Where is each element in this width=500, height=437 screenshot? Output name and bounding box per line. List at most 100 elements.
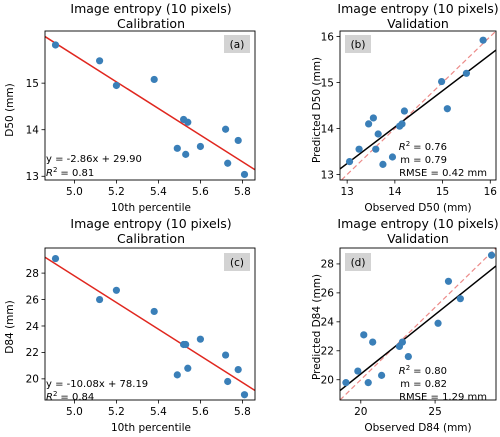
panel-c-point	[173, 371, 181, 379]
panel-d-x-tick-label: 25	[428, 406, 441, 418]
panel-a-title-line2: Calibration	[117, 16, 185, 31]
panel-c-title-line2: Calibration	[117, 231, 185, 246]
panel-c-y-axis-label: D84 (mm)	[4, 300, 16, 353]
panel-d-rmse-annotation: RMSE = 1.29 mm	[399, 392, 487, 403]
panel-d-point	[404, 352, 412, 361]
panel-a-point	[222, 125, 230, 133]
panel-c-point	[182, 340, 190, 349]
panel-d-point	[369, 338, 377, 346]
panel-a-point	[150, 75, 158, 84]
panel-a-tag: (a)	[224, 35, 250, 53]
panel-c-x-tick-label: 5.8	[234, 406, 251, 418]
panel-a-tag-label: (a)	[230, 39, 245, 51]
panel-d-point	[456, 295, 464, 303]
panel-c-x-axis-label: 10th percentile	[111, 422, 191, 434]
panel-b-frame	[339, 30, 497, 181]
panel-d-point	[434, 319, 442, 327]
panel-d-point	[487, 251, 496, 259]
panel-b-identity-line	[341, 31, 496, 180]
panel-a-tag-box	[224, 35, 250, 53]
panel-b-x-tick-label: 15	[436, 186, 449, 198]
panel-b-y-tick-label: 13	[321, 169, 334, 181]
panel-c-point	[184, 364, 192, 372]
panel-a: Image entropy (10 pixels) Calibration 10…	[4, 1, 256, 214]
panel-d-tag: (d)	[345, 253, 371, 271]
panel-d-fit-line	[340, 265, 496, 392]
panel-c-point	[224, 377, 232, 386]
panel-b-tag: (b)	[345, 35, 371, 53]
panel-a-frame	[44, 30, 256, 181]
panel-a-point	[96, 57, 104, 65]
panel-c-fit-line	[45, 256, 255, 392]
panel-b-title-line1: Image entropy (10 pixels)	[337, 1, 498, 16]
panel-b-y-tick-label: 16	[321, 31, 335, 43]
panel-b-r2-symbol: R	[399, 142, 406, 153]
panel-b-point	[369, 114, 377, 122]
panel-c-point	[112, 286, 120, 294]
panel-c-y-tick-label: 28	[26, 268, 39, 280]
panel-d-y-tick-label: 24	[321, 317, 335, 329]
panel-a-y-tick-label: 14	[26, 125, 40, 137]
panel-c-x-tick-label: 5.4	[150, 406, 167, 418]
panel-d-r2-value: = 0.80	[413, 366, 447, 377]
panel-b-point	[372, 145, 380, 153]
panel-d-r2-annotation: R2 = 0.80	[399, 364, 447, 377]
panel-d-tag-label: (d)	[351, 257, 366, 269]
panel-c-y-tick-label: 26	[26, 294, 40, 306]
panel-a-point	[51, 41, 60, 49]
panel-b-point	[400, 107, 409, 115]
panel-d-point	[342, 379, 350, 387]
panel-a-title-line1: Image entropy (10 pixels)	[70, 1, 231, 16]
panel-d-y-tick-label: 26	[321, 288, 335, 300]
panel-a-r2-value: = 0.81	[60, 168, 94, 179]
panel-b-point	[443, 105, 451, 113]
panel-a-point	[184, 118, 192, 126]
panel-c-x-tick-label: 5.2	[108, 406, 125, 418]
panel-b-point	[365, 120, 373, 128]
panel-c-y-tick-label: 24	[26, 321, 40, 333]
panel-a-r2-annotation: R2 = 0.81	[46, 166, 94, 179]
panel-d: Image entropy (10 pixels) Validation Obs…	[311, 216, 499, 434]
panel-d-y-tick-label: 28	[321, 259, 334, 271]
panel-a-x-tick-label: 5.4	[150, 186, 167, 198]
panel-c-y-tick-label: 20	[26, 374, 39, 386]
panel-d-point	[354, 367, 362, 375]
panel-c-point	[240, 391, 249, 399]
panel-c-r2-symbol: R	[46, 392, 53, 403]
panel-c-equation: y = -10.08x + 78.19	[46, 379, 148, 390]
panel-b-rmse-annotation: RMSE = 0.42 mm	[399, 168, 487, 179]
panel-d-point	[444, 277, 453, 285]
panel-d-r2-symbol: R	[399, 366, 406, 377]
panel-b-y-axis-label: Predicted D50 (mm)	[311, 57, 323, 163]
panel-a-x-tick-label: 5.6	[192, 186, 209, 198]
panel-a-y-tick-label: 13	[26, 171, 39, 183]
panel-b-point	[438, 77, 446, 86]
panel-b-x-tick-label: 14	[388, 186, 402, 198]
panel-c-x-tick-label: 5.6	[192, 406, 209, 418]
panel-d-frame	[339, 247, 497, 401]
panel-b-y-tick-label: 14	[321, 123, 335, 135]
panel-a-point	[173, 144, 181, 152]
panel-d-x-axis-label: Observed D84 (mm)	[364, 422, 471, 434]
panel-a-point	[234, 136, 242, 145]
panel-b-slope-annotation: m = 0.79	[400, 155, 447, 166]
panel-c-point	[222, 351, 230, 359]
panel-b-r2-value: = 0.76	[413, 142, 447, 153]
panel-c-point	[150, 307, 158, 316]
panel-b-x-tick-label: 13	[340, 186, 353, 198]
panel-a-point	[240, 170, 249, 179]
panel-d-point	[360, 331, 368, 339]
panel-c-y-tick-label: 22	[26, 347, 39, 359]
panel-b-point	[479, 36, 487, 44]
panel-d-y-tick-label: 22	[321, 346, 334, 358]
panel-d-y-tick-label: 20	[321, 375, 334, 387]
panel-a-fit-line	[45, 35, 255, 171]
panel-b-point	[374, 130, 382, 138]
panel-b-x-axis-label: Observed D50 (mm)	[364, 202, 471, 214]
panel-a-point	[224, 159, 232, 167]
panel-a-x-axis-label: 10th percentile	[111, 202, 191, 214]
panel-c-x-tick-label: 5.0	[66, 406, 83, 418]
panel-d-slope-annotation: m = 0.82	[400, 379, 447, 390]
panel-b-title-line2: Validation	[387, 16, 449, 31]
